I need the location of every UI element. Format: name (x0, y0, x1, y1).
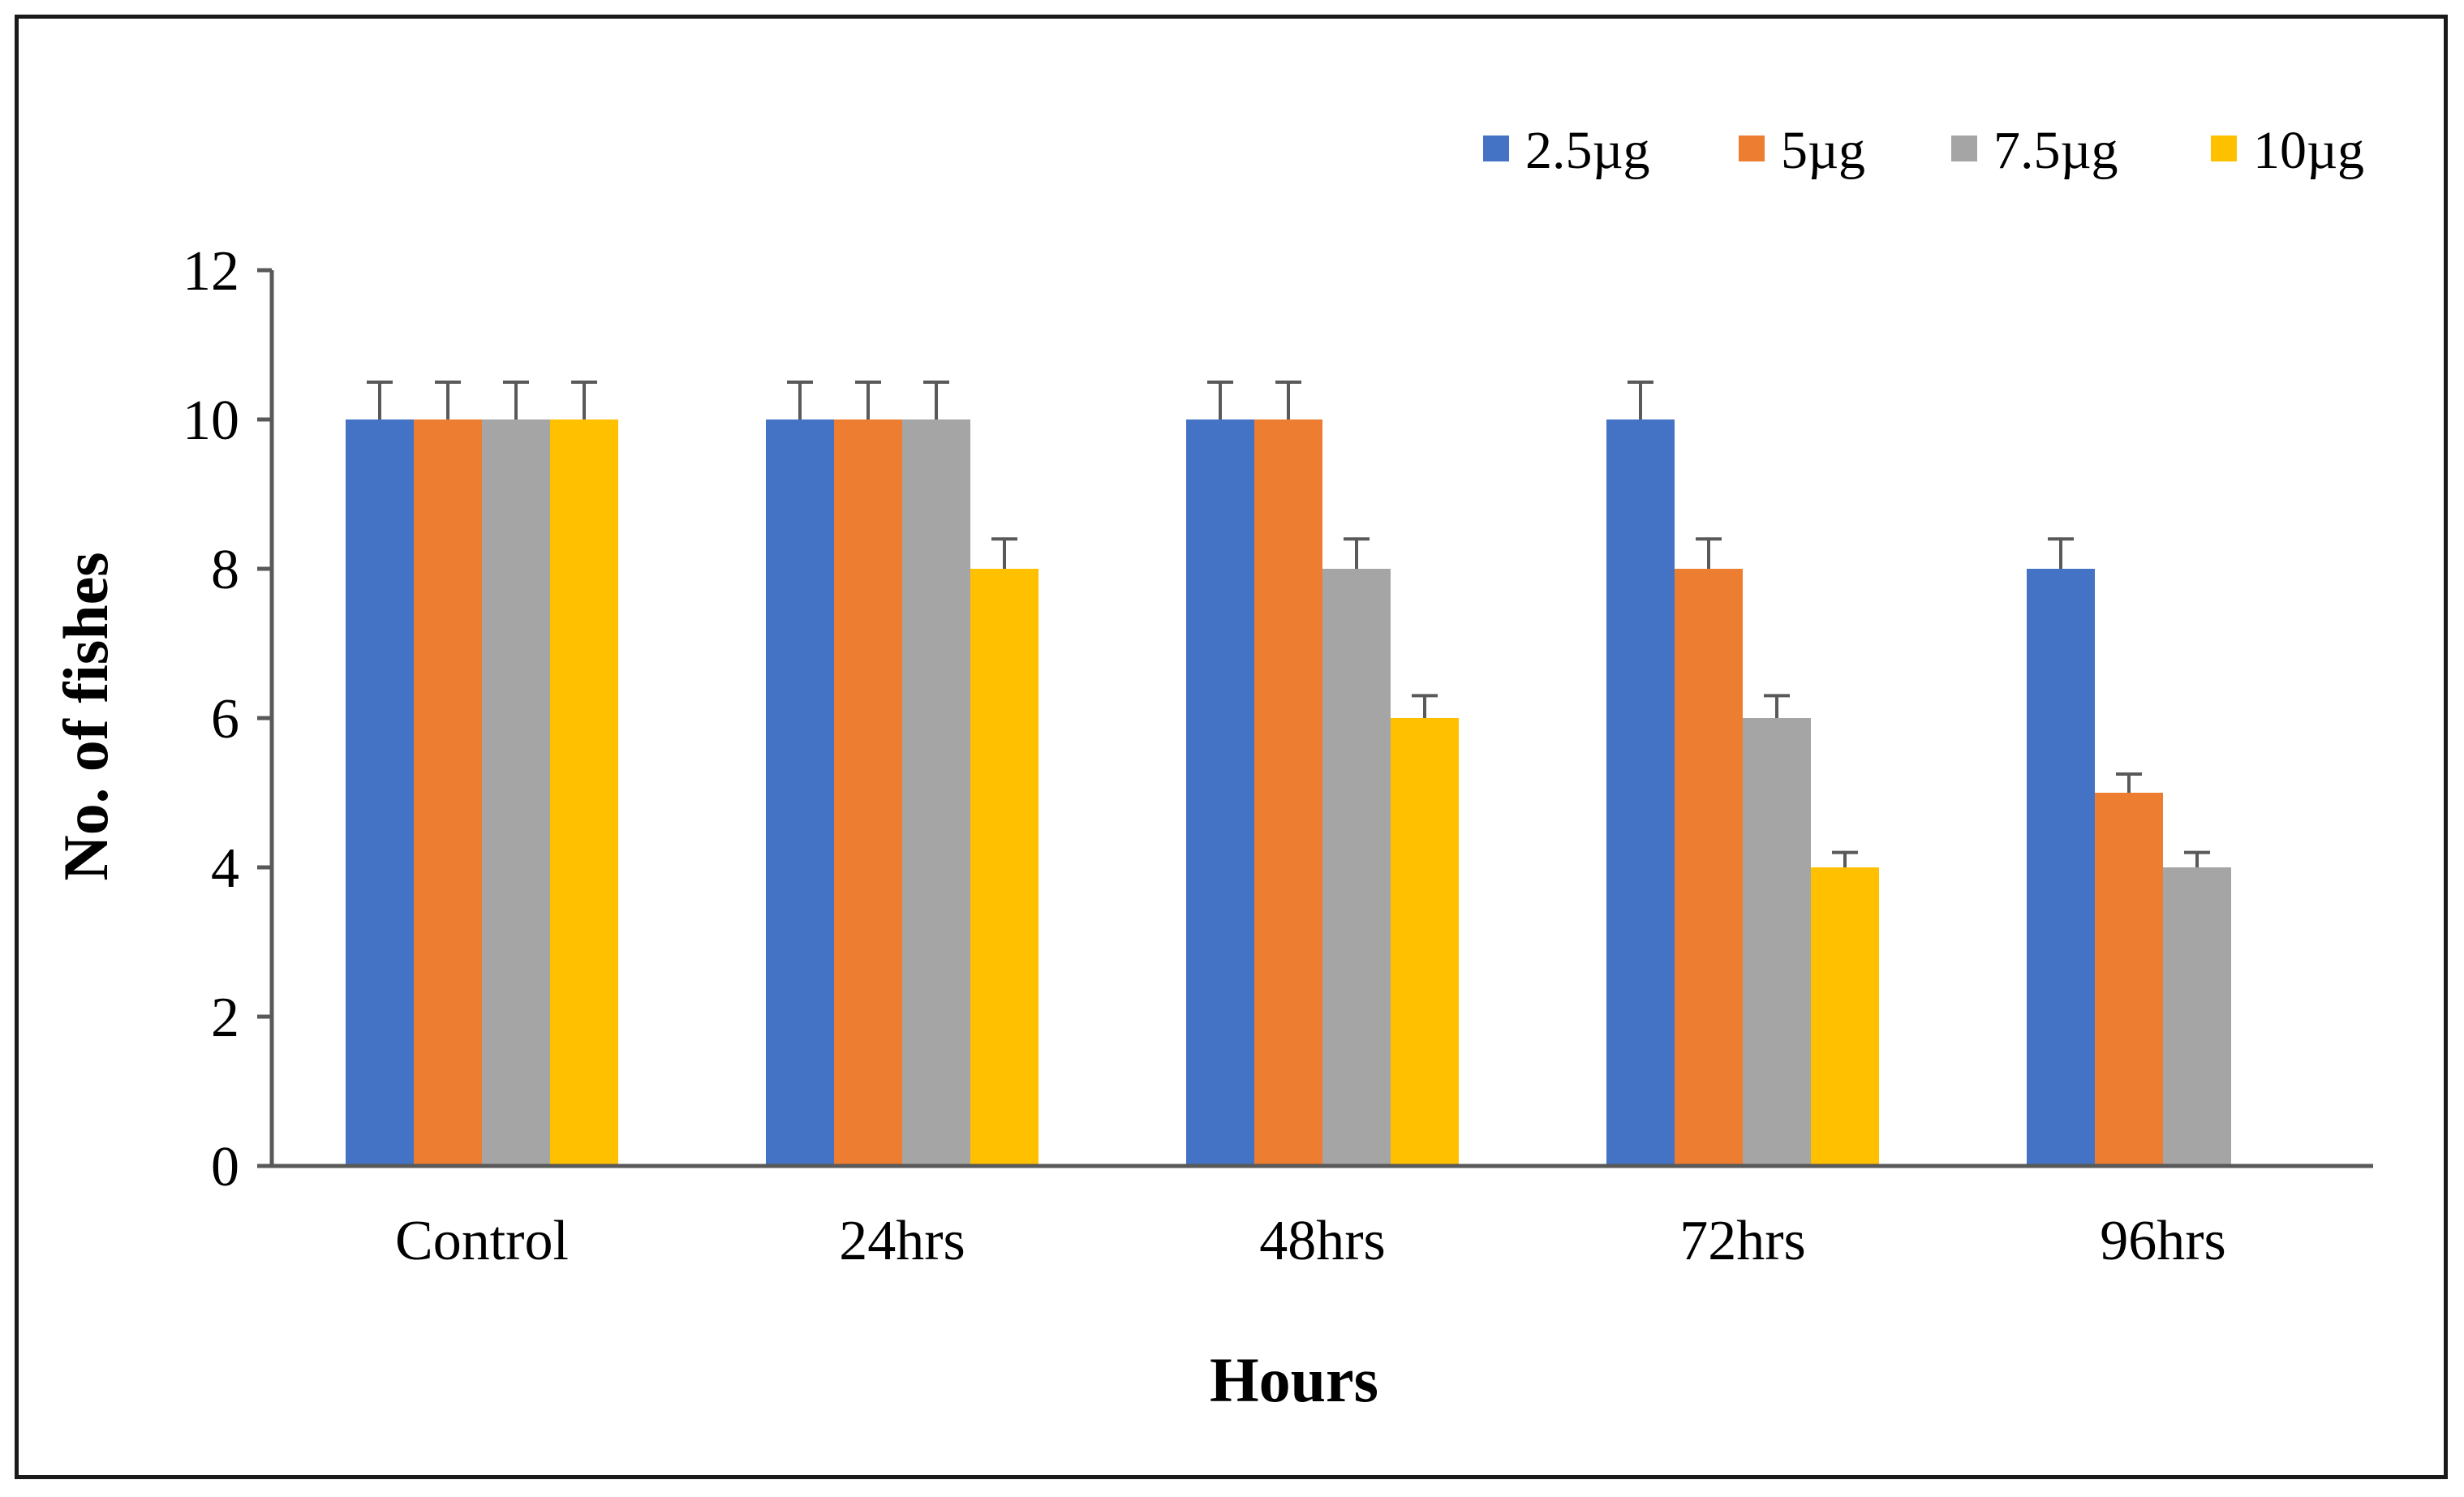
y-tick-label: 0 (211, 1136, 239, 1198)
bar (1186, 419, 1254, 1166)
x-tick-label: Control (395, 1210, 569, 1272)
bar (1391, 718, 1459, 1166)
bar (1675, 569, 1743, 1166)
y-tick-label: 4 (211, 837, 239, 900)
bar (902, 419, 970, 1166)
bar (2163, 867, 2231, 1166)
bar (346, 419, 414, 1166)
legend-swatch (2211, 136, 2237, 161)
bar (970, 569, 1038, 1166)
y-tick-label: 8 (211, 539, 239, 601)
legend-swatch (1483, 136, 1509, 161)
legend-label: 10µg (2253, 121, 2364, 180)
legend-label: 5µg (1781, 121, 1865, 180)
bar (550, 419, 618, 1166)
bar (482, 419, 550, 1166)
y-tick-label: 12 (183, 240, 239, 303)
y-tick-label: 6 (211, 688, 239, 751)
y-tick-label: 10 (183, 389, 239, 452)
legend-swatch (1739, 136, 1765, 161)
bar (1254, 419, 1322, 1166)
bar (766, 419, 834, 1166)
x-axis-ticks: Control 24hrs 48hrs 72hrs 96hrs (395, 1210, 2226, 1272)
x-tick-label: 24hrs (839, 1210, 965, 1272)
bar (2027, 569, 2095, 1166)
y-axis-ticks: 0 2 4 6 8 10 12 (183, 240, 272, 1198)
legend-swatch (1951, 136, 1977, 161)
x-tick-label: 72hrs (1679, 1210, 1806, 1272)
bar (1743, 718, 1811, 1166)
x-tick-label: 96hrs (2100, 1210, 2226, 1272)
error-bars (367, 381, 2210, 867)
x-tick-label: 48hrs (1259, 1210, 1386, 1272)
bar (1811, 867, 1879, 1166)
y-tick-label: 2 (211, 987, 239, 1049)
bar (414, 419, 482, 1166)
bar (1606, 419, 1675, 1166)
bars (346, 419, 2231, 1166)
axes (269, 270, 2373, 1168)
y-axis-title: No. of fishes (50, 552, 121, 880)
bar (2095, 793, 2163, 1166)
legend-label: 2.5µg (1525, 121, 1650, 180)
legend-label: 7.5µg (1993, 121, 2118, 180)
legend: 2.5µg 5µg 7.5µg 10µg (1483, 121, 2364, 180)
bar (834, 419, 902, 1166)
bar (1322, 569, 1391, 1166)
x-axis-title: Hours (1210, 1344, 1378, 1415)
